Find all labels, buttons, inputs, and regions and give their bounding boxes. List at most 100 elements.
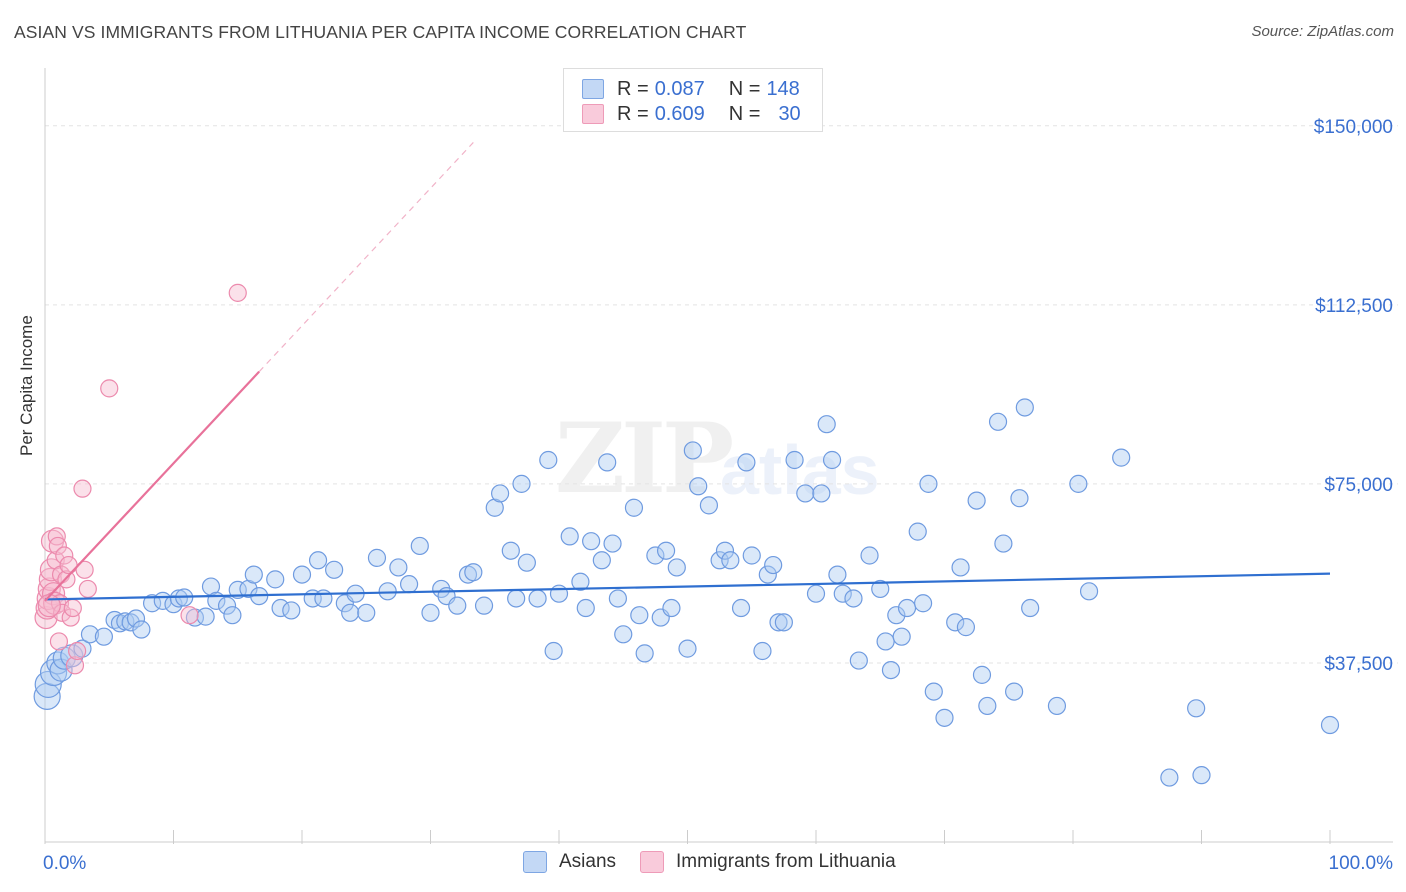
legend-r-value: 0.087 — [654, 77, 705, 100]
asian-point — [491, 484, 510, 503]
asian-point — [94, 627, 113, 646]
asian-point — [715, 541, 735, 560]
asian-point — [849, 651, 868, 670]
asian-point — [881, 660, 901, 680]
asian-point — [721, 551, 740, 570]
lithuania-point — [180, 606, 199, 625]
asian-point — [822, 450, 842, 470]
lithuania-point — [63, 598, 82, 618]
asian-point — [951, 558, 970, 577]
asian-point — [1021, 598, 1040, 618]
asian-point — [341, 603, 360, 622]
asian-point — [598, 453, 617, 472]
asian-point — [871, 579, 890, 599]
asian-point — [887, 606, 906, 625]
bottom-legend-lithuania[interactable]: Immigrants from Lithuania — [640, 851, 896, 873]
asian-point — [399, 575, 419, 594]
asian-point — [582, 532, 601, 551]
watermark-atlas: atlas — [720, 431, 880, 509]
asian-point — [774, 613, 793, 632]
y-tick-label: $75,000 — [1324, 475, 1393, 496]
asian-point — [271, 598, 290, 618]
bottom-legend-swatch-asians — [523, 851, 547, 873]
asian-point — [126, 609, 146, 628]
lithuania-point — [68, 641, 87, 661]
lithuania-point — [49, 632, 69, 651]
asian-point — [1010, 489, 1029, 508]
asian-point — [946, 613, 965, 632]
asian-point — [913, 594, 933, 613]
asian-point — [972, 665, 992, 684]
asian-point — [742, 546, 761, 565]
lithuania-trendline-extension — [258, 142, 474, 373]
asian-point — [956, 618, 976, 637]
asian-point — [785, 450, 804, 470]
asian-point — [116, 612, 135, 631]
asian-point — [314, 589, 333, 608]
asian-point — [967, 491, 986, 510]
asian-point — [817, 415, 836, 434]
asian-point — [1079, 582, 1099, 601]
lithuania-point — [228, 283, 247, 302]
asian-point — [421, 603, 440, 622]
lithuania-point — [37, 594, 61, 618]
asian-point — [1015, 398, 1034, 417]
asian-point — [544, 641, 563, 661]
asian-point — [507, 589, 526, 608]
asian-point — [828, 565, 847, 584]
asian-point — [517, 553, 536, 572]
asian-point — [266, 570, 285, 589]
asian-point — [678, 639, 697, 658]
asian-point — [539, 450, 558, 470]
bottom-legend-asians[interactable]: Asians — [523, 851, 616, 873]
asian-point — [978, 696, 997, 716]
asian-point — [769, 613, 788, 632]
legend-n-value: 30 — [778, 102, 801, 125]
asian-point — [1160, 768, 1179, 787]
asian-point — [924, 682, 943, 701]
asian-point — [656, 541, 676, 560]
lithuania-point — [47, 527, 66, 546]
asian-point — [876, 632, 895, 651]
asian-point — [223, 606, 242, 625]
asian-point — [614, 625, 633, 644]
asian-point — [935, 708, 954, 727]
asian-point — [512, 474, 531, 493]
asian-point — [662, 598, 681, 618]
watermark-zip: ZIP — [555, 402, 734, 515]
asian-point — [325, 560, 344, 579]
asian-point — [142, 594, 162, 613]
lithuania-point — [73, 479, 92, 498]
bottom-legend-label-lithuania: Immigrants from Lithuania — [676, 851, 896, 872]
asian-point — [244, 565, 263, 584]
asian-point — [897, 598, 917, 618]
lithuania-point — [39, 558, 64, 582]
asian-point — [528, 589, 547, 608]
legend-r-label: R = — [617, 77, 649, 100]
asian-point — [169, 589, 188, 608]
asian-point — [196, 607, 215, 626]
asian-point — [764, 555, 783, 575]
asian-point — [378, 582, 397, 601]
asian-point — [833, 584, 852, 603]
asian-point — [282, 601, 301, 620]
asian-point — [560, 527, 579, 546]
lithuania-point — [65, 656, 85, 675]
asian-point — [549, 584, 569, 603]
asian-point — [892, 627, 911, 646]
asian-point — [812, 484, 831, 503]
asian-point — [646, 546, 665, 565]
bottom-legend-label-asians: Asians — [559, 851, 617, 872]
y-axis-label: Per Capita Income — [17, 315, 36, 456]
asian-point — [571, 572, 590, 591]
asian-point — [1187, 699, 1206, 718]
asian-point — [217, 596, 237, 615]
asian-point — [758, 565, 777, 584]
asian-point — [1112, 448, 1131, 467]
lithuania-point — [59, 555, 78, 575]
legend-r-value: 0.609 — [654, 102, 705, 125]
asian-point — [410, 536, 429, 556]
asian-point — [1069, 474, 1088, 493]
asian-point — [796, 484, 815, 503]
